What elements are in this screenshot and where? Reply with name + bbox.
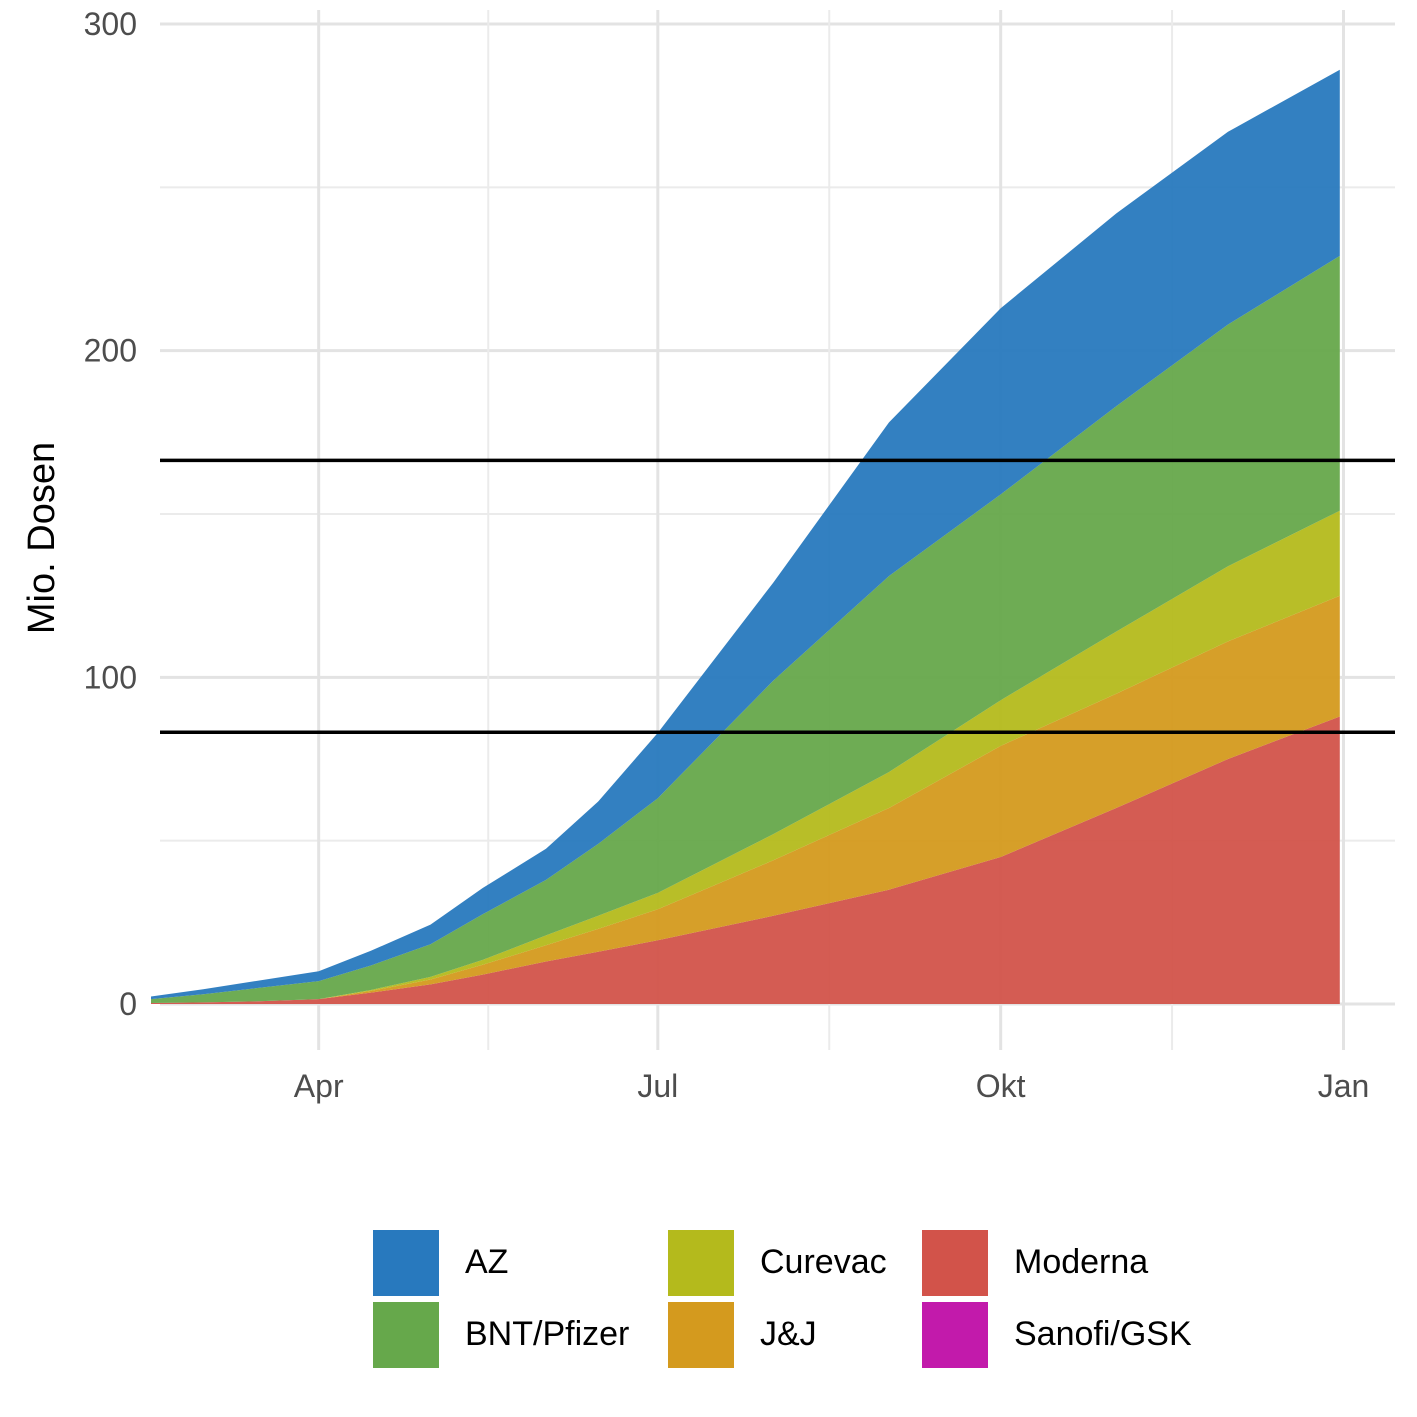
y-tick-label: 200: [84, 333, 137, 369]
legend-label-curevac: Curevac: [760, 1243, 887, 1281]
area-bnt-pfizer: [151, 255, 1340, 1003]
legend-swatch-curevac: [668, 1230, 734, 1296]
area-moderna: [151, 716, 1340, 1004]
y-tick-label: 100: [84, 659, 137, 695]
y-tick-label: 0: [119, 986, 137, 1022]
legend-label-bnt-pfizer: BNT/Pfizer: [465, 1315, 630, 1353]
legend-label-az: AZ: [465, 1243, 509, 1281]
x-tick-label: Jan: [1318, 1068, 1370, 1104]
reference-lines: [160, 458, 1395, 734]
legend-swatch-moderna: [922, 1230, 988, 1296]
legend-label-jj: J&J: [760, 1315, 817, 1353]
y-axis-title: Mio. Dosen: [21, 442, 63, 634]
y-tick-label: 300: [84, 6, 137, 42]
x-tick-label: Okt: [976, 1068, 1026, 1104]
x-tick-label: Jul: [637, 1068, 678, 1104]
legend: AZ BNT/Pfizer Curevac J&J Moderna Sanofi…: [373, 1230, 1253, 1370]
axes: 0 100 200 300 Apr Jul Okt Jan: [84, 6, 1370, 1104]
legend-swatch-bnt-pfizer: [373, 1302, 439, 1368]
area-layer: [151, 69, 1340, 1004]
area-j-j: [151, 595, 1340, 1003]
legend-swatch-sanofi-gsk: [922, 1302, 988, 1368]
legend-label-sanofi-gsk: Sanofi/GSK: [1014, 1315, 1192, 1353]
legend-swatch-jj: [668, 1302, 734, 1368]
legend-label-moderna: Moderna: [1014, 1243, 1149, 1281]
x-tick-label: Apr: [294, 1068, 344, 1104]
legend-swatch-az: [373, 1230, 439, 1296]
area-az: [151, 69, 1340, 1000]
